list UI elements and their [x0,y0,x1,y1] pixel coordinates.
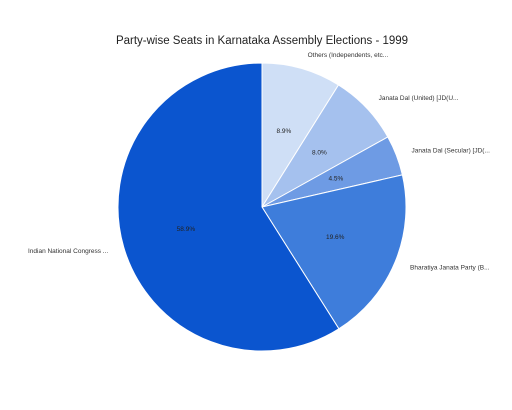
chart-title: Party-wise Seats in Karnataka Assembly E… [116,35,408,47]
slice-category-label: Janata Dal (Secular) [JD(... [412,147,491,154]
pie-slices [117,62,407,352]
slice-category-label: Indian National Congress ... [28,248,108,255]
slice-percent-label: 19.6% [326,234,345,241]
percent-labels: 8.9% 8.0% 4.5% 19.6% 58.9% [177,128,345,241]
slice-labels: Others (Independents, etc... Janata Dal (… [28,52,490,271]
slice-category-label: Janata Dal (United) [JD(U... [379,95,459,102]
pie-slice[interactable] [261,62,340,209]
slice-percent-label: 58.9% [177,226,196,233]
slice-category-label: Others (Independents, etc... [308,52,389,59]
pie-slice[interactable] [117,62,340,352]
slice-percent-label: 4.5% [328,176,343,183]
slice-percent-label: 8.0% [312,150,327,157]
pie-slice[interactable] [261,174,407,330]
slice-percent-label: 8.9% [276,128,291,135]
slice-category-label: Bharatiya Janata Party (B... [410,264,490,271]
